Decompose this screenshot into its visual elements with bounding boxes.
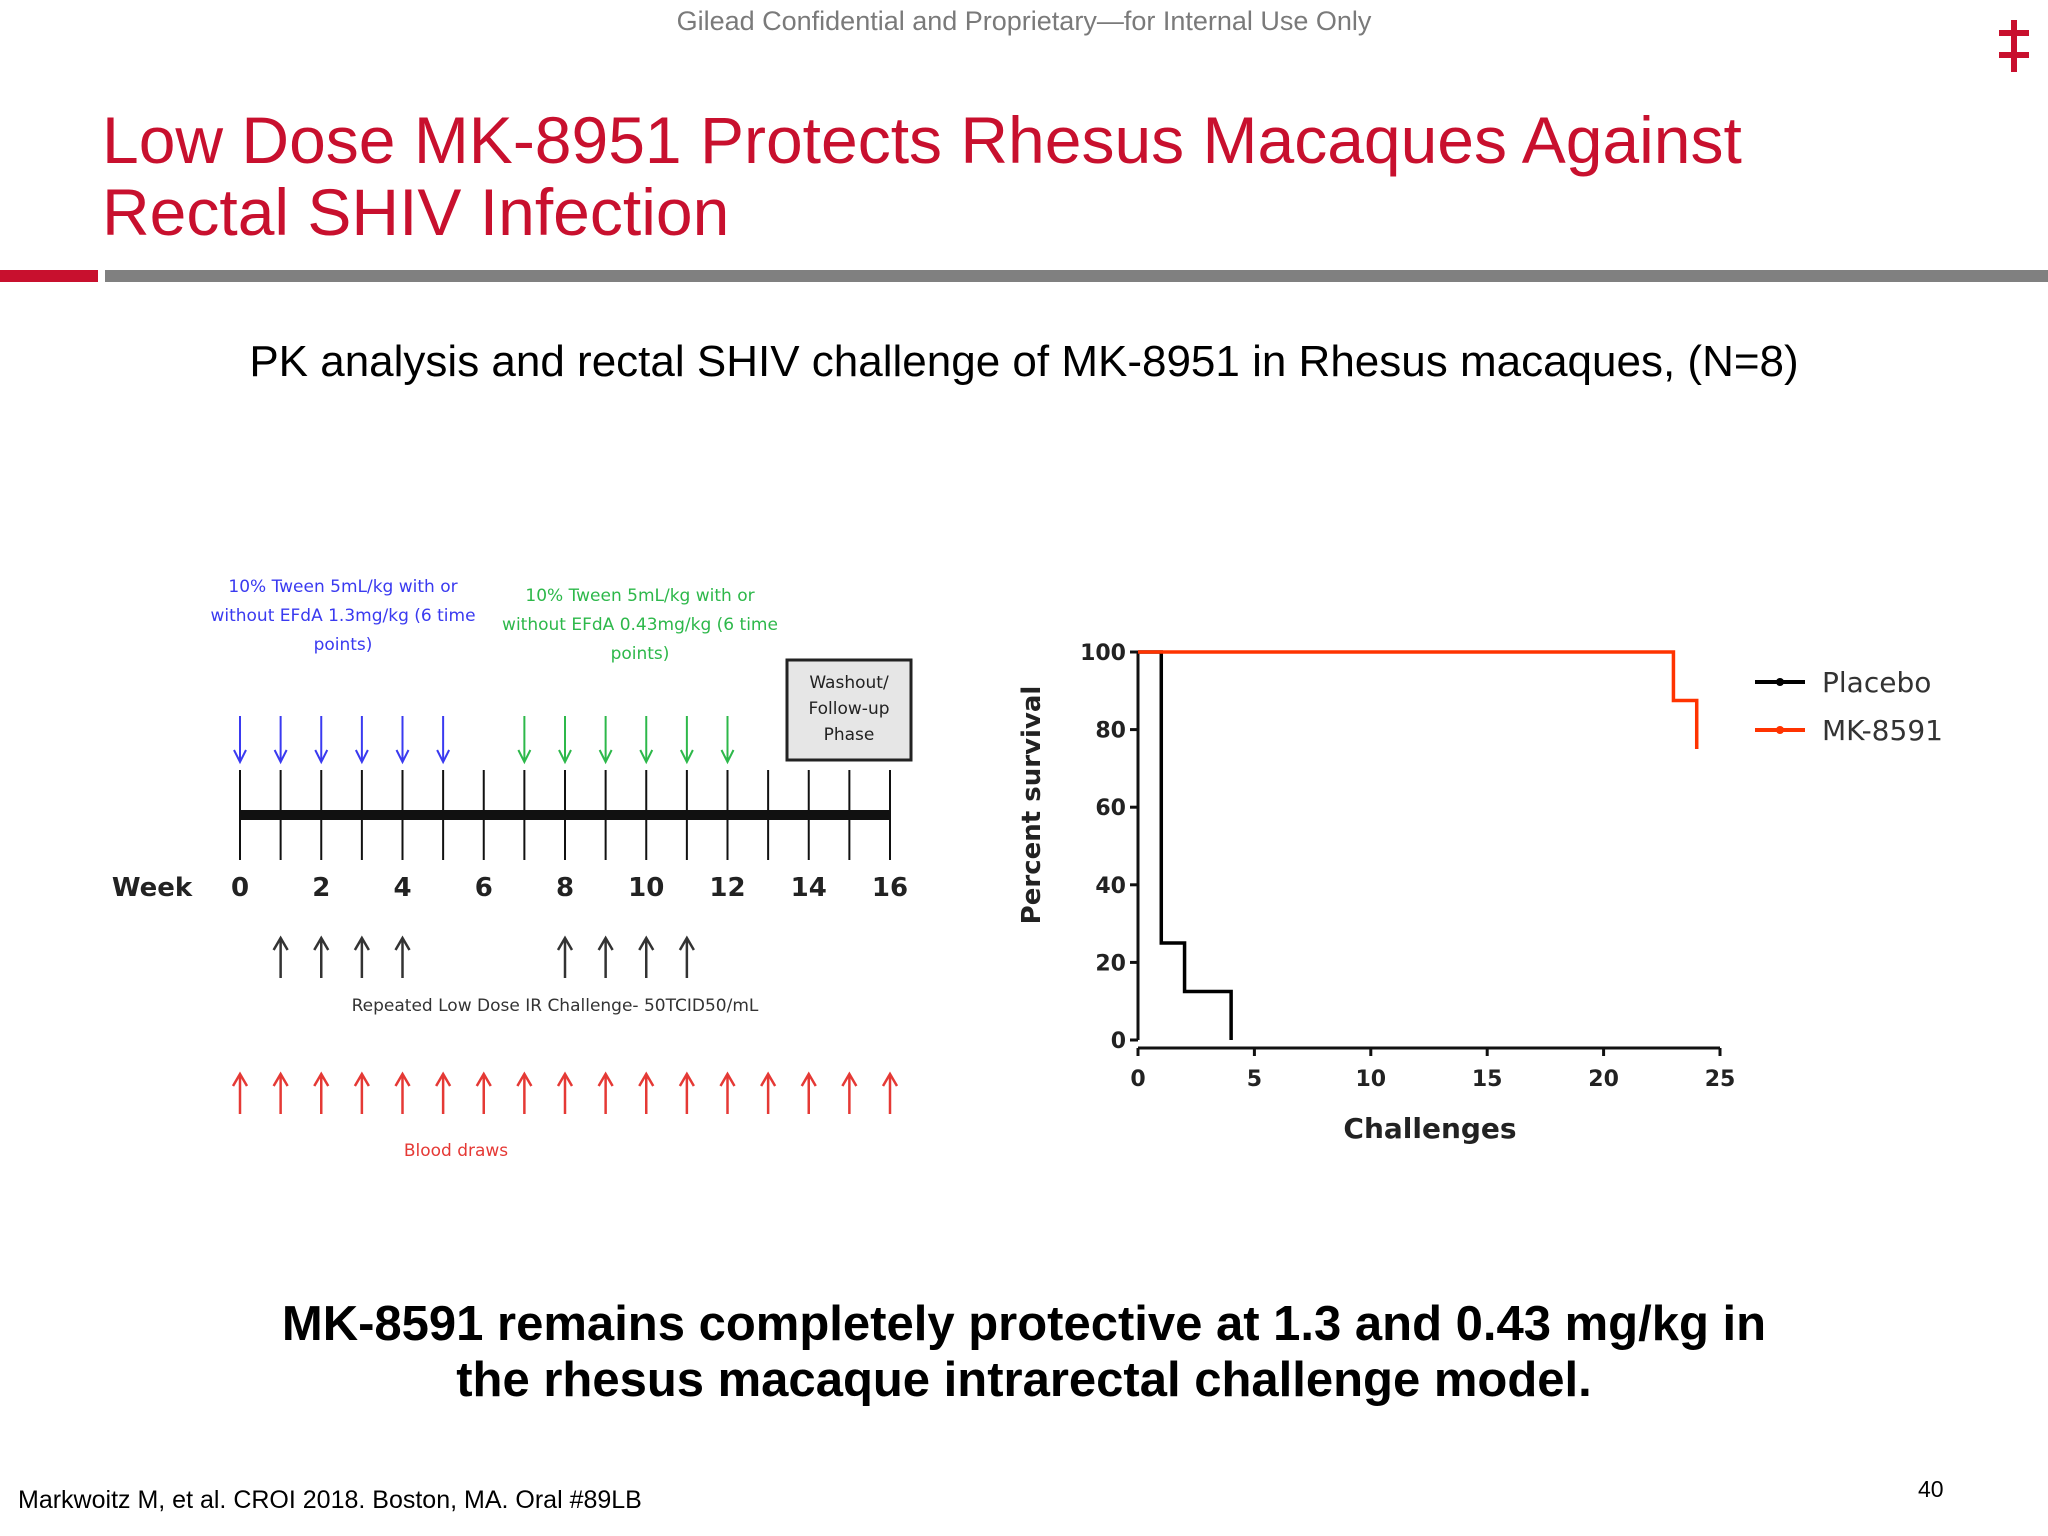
- washout-box: Washout/ Follow-up Phase: [785, 658, 913, 762]
- dose-arrow-1-3mg: [273, 716, 288, 765]
- dosing-1-line-3: points): [314, 635, 373, 655]
- x-tick-label: 15: [1472, 1067, 1503, 1092]
- dosing-2-line-2: without EFdA 0.43mg/kg (6 time: [502, 615, 778, 635]
- dose-arrow-1-3mg: [395, 716, 410, 765]
- week-tick-label: 12: [709, 873, 745, 903]
- x-tick-label: 10: [1355, 1067, 1386, 1092]
- week-tick-label: 2: [312, 873, 330, 903]
- y-tick-label: 20: [1095, 951, 1126, 976]
- legend-marker: [1776, 726, 1784, 734]
- legend-marker: [1776, 678, 1784, 686]
- dosing-2-label: 10% Tween 5mL/kg with or without EFdA 0.…: [502, 586, 778, 664]
- washout-line-1: Washout/: [809, 673, 889, 693]
- confidential-notice: Gilead Confidential and Proprietary—for …: [676, 6, 1372, 36]
- x-tick-label: 5: [1247, 1067, 1262, 1092]
- challenge-arrow: [556, 935, 574, 978]
- dose-arrow-0-43mg: [679, 716, 694, 765]
- x-tick-label: 0: [1130, 1067, 1145, 1092]
- y-tick-label: 40: [1095, 874, 1126, 899]
- week-tick-label: 0: [231, 873, 249, 903]
- challenge-arrow: [678, 935, 695, 978]
- challenge-arrow: [597, 935, 614, 978]
- y-tick-label: 60: [1095, 796, 1126, 821]
- blood-draw-arrow: [719, 1071, 736, 1114]
- y-tick-label: 80: [1095, 719, 1126, 744]
- blood-draw-arrow: [272, 1071, 289, 1114]
- challenge-arrow: [313, 935, 330, 978]
- blood-draw-arrow: [638, 1071, 655, 1114]
- blood-draw-arrow: [231, 1071, 249, 1114]
- study-timeline-diagram: Week 0 2 4 6 8 10 12 14 16 Washout/ Follow-up Ph…: [112, 577, 913, 1161]
- washout-line-3: Phase: [824, 725, 875, 745]
- dose-arrow-1-3mg: [314, 716, 329, 765]
- conclusion-text: MK-8591 remains completely protective at…: [0, 1296, 2048, 1408]
- x-axis-label: Challenges: [1343, 1112, 1516, 1145]
- blood-draw-arrow: [760, 1071, 777, 1114]
- week-tick-label: 6: [475, 873, 493, 903]
- blood-draw-arrow: [516, 1071, 533, 1114]
- slide-title: Low Dose MK-8951 Protects Rhesus Macaque…: [102, 104, 1982, 248]
- citation: Markwoitz M, et al. CROI 2018. Boston, M…: [18, 1486, 642, 1514]
- blood-draw-arrow: [597, 1071, 614, 1114]
- blood-draw-arrow: [841, 1071, 858, 1114]
- dose-arrow-0-43mg: [598, 716, 613, 765]
- page-number: 40: [1918, 1476, 1944, 1502]
- week-label: Week: [112, 873, 193, 903]
- slide-title-line-1: Low Dose MK-8951 Protects Rhesus Macaque…: [102, 103, 1742, 177]
- blood-draw-arrow: [435, 1071, 452, 1114]
- slide-title-line-2: Rectal SHIV Infection: [102, 175, 730, 249]
- blood-draw-arrow: [313, 1071, 330, 1114]
- legend-label: Placebo: [1822, 666, 1931, 699]
- x-tick-label: 20: [1588, 1067, 1619, 1092]
- blood-draw-arrow: [394, 1071, 411, 1114]
- dose-arrow-1-3mg: [354, 716, 369, 765]
- challenge-arrow: [394, 935, 411, 978]
- dosing-2-line-3: points): [611, 644, 670, 664]
- week-tick-label: 4: [393, 873, 411, 903]
- y-tick-label: 0: [1111, 1029, 1126, 1054]
- title-rule: [105, 270, 2048, 282]
- blood-draw-arrow: [353, 1071, 370, 1114]
- dose-arrow-1-3mg: [233, 716, 247, 765]
- blood-draw-arrow: [556, 1071, 574, 1114]
- legend-label: MK-8591: [1822, 714, 1943, 747]
- slide-subtitle: PK analysis and rectal SHIV challenge of…: [249, 337, 1799, 386]
- week-tick-label: 16: [872, 873, 908, 903]
- timeline-axis-bar: [240, 810, 890, 820]
- dose-arrow-0-43mg: [558, 716, 572, 765]
- dose-arrow-1-3mg: [436, 716, 451, 765]
- blood-draws-label: Blood draws: [404, 1141, 508, 1161]
- y-axis-label: Percent survival: [1017, 686, 1047, 925]
- challenge-arrow: [272, 935, 289, 978]
- blood-draw-arrow: [800, 1071, 817, 1114]
- dose-arrow-0-43mg: [639, 716, 654, 765]
- title-rule-accent: [0, 270, 98, 282]
- conclusion-line-1: MK-8591 remains completely protective at…: [281, 1297, 1767, 1351]
- series-line-mk-8591: [1138, 650, 1699, 749]
- dose-arrow-0-43mg: [517, 716, 532, 765]
- week-tick-label: 10: [628, 873, 664, 903]
- dosing-1-line-1: 10% Tween 5mL/kg with or: [228, 577, 457, 597]
- double-dagger-icon: [1999, 20, 2029, 72]
- x-tick-label: 25: [1705, 1067, 1736, 1092]
- dosing-1-label: 10% Tween 5mL/kg with or without EFdA 1.…: [210, 577, 475, 655]
- challenge-label: Repeated Low Dose IR Challenge- 50TCID50…: [352, 996, 759, 1016]
- washout-line-2: Follow-up: [808, 699, 889, 719]
- blood-draw-arrow: [678, 1071, 695, 1114]
- challenge-arrow: [353, 935, 370, 978]
- challenge-arrow: [638, 935, 655, 978]
- blood-draw-arrow: [475, 1071, 492, 1114]
- dosing-1-line-2: without EFdA 1.3mg/kg (6 time: [210, 606, 475, 626]
- week-tick-label: 8: [556, 873, 574, 903]
- week-tick-label: 14: [791, 873, 827, 903]
- series-line-placebo: [1138, 650, 1233, 1040]
- chart-legend: Placebo MK-8591: [1755, 666, 1943, 747]
- y-tick-label: 100: [1080, 641, 1126, 666]
- blood-draw-arrow: [881, 1071, 899, 1114]
- dosing-2-line-1: 10% Tween 5mL/kg with or: [525, 586, 754, 606]
- dose-arrow-0-43mg: [720, 716, 735, 765]
- conclusion-line-2: the rhesus macaque intrarectal challenge…: [456, 1353, 1592, 1407]
